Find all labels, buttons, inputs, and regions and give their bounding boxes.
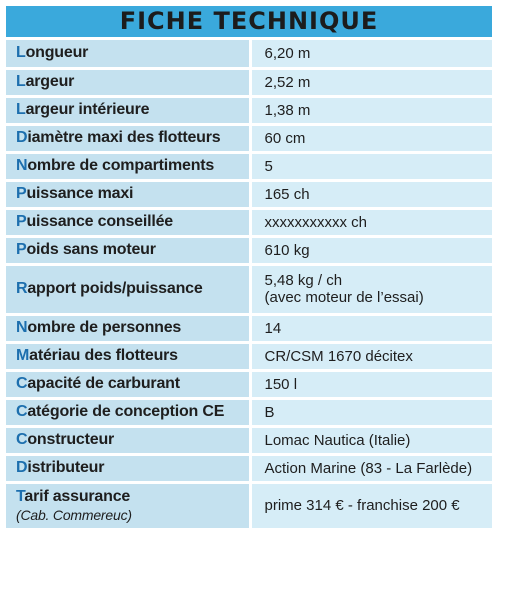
spec-table: Longueur 6,20 m Largeur 2,52 m Largeur i… (6, 40, 492, 531)
label-initial: P (16, 185, 27, 202)
label-text: apport poids/puissance (27, 280, 203, 297)
row-label: Capacité de carburant (6, 370, 252, 400)
row-value: 5,48 kg / ch (avec moteur de l’essai) (250, 264, 492, 316)
row-value: 1,38 m (250, 96, 492, 126)
table-row: Puissance maxi 165 ch (6, 180, 492, 210)
row-label: Distributeur (6, 454, 252, 484)
table-row: Longueur 6,20 m (6, 40, 492, 70)
label-note: (Cab. Commereuc) (16, 507, 132, 523)
table-row: Diamètre maxi des flotteurs 60 cm (6, 124, 492, 154)
label-initial: L (16, 44, 26, 62)
row-label: Longueur (6, 40, 252, 70)
label-initial: D (16, 459, 28, 476)
row-label: Largeur intérieure (6, 96, 252, 126)
row-value: prime 314 € - franchise 200 € (250, 482, 492, 531)
row-value: 60 cm (250, 124, 492, 154)
row-value: CR/CSM 1670 décitex (250, 342, 492, 372)
row-value: xxxxxxxxxxx ch (250, 208, 492, 238)
label-initial: P (16, 213, 27, 230)
table-row: Tarif assurance (Cab. Commereuc) prime 31… (6, 482, 492, 531)
row-value: 150 l (250, 370, 492, 400)
label-text: atériau des flotteurs (29, 347, 178, 364)
row-value: 165 ch (250, 180, 492, 210)
table-row: Largeur intérieure 1,38 m (6, 96, 492, 126)
label-text: istributeur (27, 459, 105, 476)
row-label: Largeur (6, 68, 252, 98)
value-note: (avec moteur de l’essai) (264, 289, 424, 306)
row-value: Action Marine (83 - La Farlède) (250, 454, 492, 484)
table-row: Distributeur Action Marine (83 - La Farl… (6, 454, 492, 484)
label-text: arif assurance (24, 488, 131, 505)
label-text: uissance maxi (26, 185, 134, 202)
label-text: ombre de compartiments (27, 157, 215, 174)
table-row: Capacité de carburant 150 l (6, 370, 492, 400)
label-text: argeur intérieure (25, 101, 150, 118)
label-initial: L (16, 73, 26, 90)
row-value: B (250, 398, 492, 428)
table-row: Constructeur Lomac Nautica (Italie) (6, 426, 492, 456)
label-initial: C (16, 375, 28, 392)
label-initial: P (16, 241, 27, 258)
table-row: Poids sans moteur 610 kg (6, 236, 492, 266)
label-text: iamètre maxi des flotteurs (27, 129, 221, 146)
label-initial: T (16, 488, 25, 505)
row-label: Puissance maxi (6, 180, 252, 210)
value-line: 5,48 kg / ch (264, 272, 343, 289)
table-row: Nombre de personnes 14 (6, 314, 492, 344)
row-value: 610 kg (250, 236, 492, 266)
table-row: Nombre de compartiments 5 (6, 152, 492, 182)
label-initial: N (16, 319, 28, 336)
label-initial: C (16, 403, 28, 420)
row-value: Lomac Nautica (Italie) (250, 426, 492, 456)
table-row: Puissance conseillée xxxxxxxxxxx ch (6, 208, 492, 238)
row-label: Nombre de personnes (6, 314, 252, 344)
row-label: Tarif assurance (Cab. Commereuc) (6, 482, 252, 531)
label-text: argeur (25, 73, 75, 90)
label-text: ombre de personnes (27, 319, 182, 336)
table-row: Matériau des flotteurs CR/CSM 1670 décit… (6, 342, 492, 372)
row-label: Puissance conseillée (6, 208, 252, 238)
table-row: Largeur 2,52 m (6, 68, 492, 98)
label-text: oids sans moteur (26, 241, 156, 258)
label-initial: D (16, 129, 28, 146)
label-text: uissance conseillée (26, 213, 173, 230)
label-text: ongueur (25, 44, 89, 62)
label-initial: N (16, 157, 28, 174)
label-initial: R (16, 280, 28, 297)
row-label: Diamètre maxi des flotteurs (6, 124, 252, 154)
row-value: 14 (250, 314, 492, 344)
spec-sheet: FICHE TECHNIQUE Longueur 6,20 m Largeur … (6, 6, 492, 531)
row-value: 6,20 m (250, 40, 492, 70)
table-row: Catégorie de conception CE B (6, 398, 492, 428)
label-initial: M (16, 347, 30, 364)
label-initial: C (16, 431, 28, 448)
row-label: Rapport poids/puissance (6, 264, 252, 316)
row-label: Matériau des flotteurs (6, 342, 252, 372)
table-row: Rapport poids/puissance 5,48 kg / ch (ave… (6, 264, 492, 316)
label-text: apacité de carburant (27, 375, 180, 392)
row-label: Nombre de compartiments (6, 152, 252, 182)
row-label: Constructeur (6, 426, 252, 456)
row-label: Catégorie de conception CE (6, 398, 252, 428)
row-value: 5 (250, 152, 492, 182)
sheet-title: FICHE TECHNIQUE (6, 6, 492, 40)
label-initial: L (16, 101, 26, 118)
row-label: Poids sans moteur (6, 236, 252, 266)
label-text: atégorie de conception CE (27, 403, 225, 420)
row-value: 2,52 m (250, 68, 492, 98)
label-text: onstructeur (27, 431, 115, 448)
